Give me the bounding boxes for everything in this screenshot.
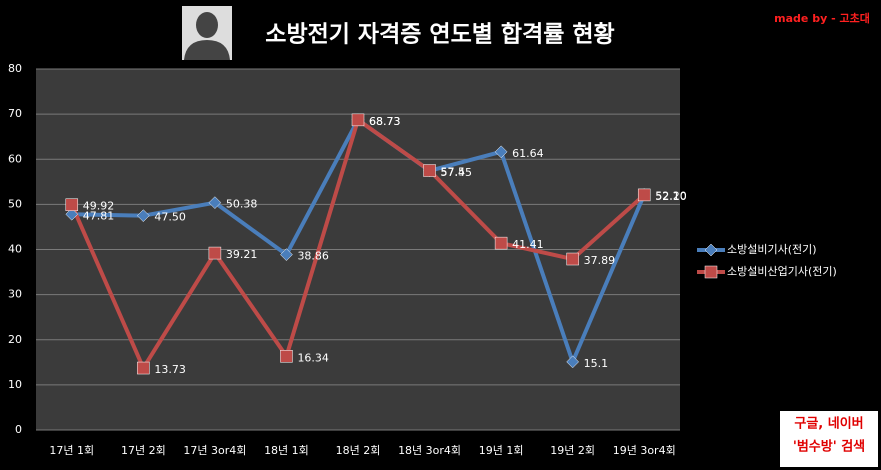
chart-title: 소방전기 자격증 연도별 합격률 현황 bbox=[265, 22, 614, 48]
data-point bbox=[494, 236, 508, 250]
x-tick-label: 19년 3or4회 bbox=[613, 444, 676, 457]
data-label: 52.10 bbox=[655, 190, 687, 203]
data-label: 68.73 bbox=[369, 115, 401, 128]
data-label: 52.20 bbox=[655, 189, 687, 202]
data-point bbox=[280, 248, 293, 261]
y-tick-label: 60 bbox=[8, 152, 22, 165]
x-tick-label: 17년 3or4회 bbox=[183, 444, 246, 457]
data-point bbox=[208, 246, 222, 260]
data-point bbox=[494, 145, 508, 159]
x-tick-label: 19년 1회 bbox=[479, 444, 524, 457]
data-label: 49.92 bbox=[83, 200, 115, 213]
y-tick-label: 40 bbox=[8, 243, 22, 256]
x-tick-label: 18년 2회 bbox=[336, 444, 381, 457]
y-tick-label: 50 bbox=[8, 197, 22, 210]
note-line: 구글, 네이버 bbox=[794, 416, 863, 432]
credit: made by - 고초대 bbox=[774, 11, 870, 25]
legend-label: 소방설비기사(전기) bbox=[727, 243, 817, 256]
data-point bbox=[423, 164, 436, 177]
x-tick-label: 18년 3or4회 bbox=[398, 444, 461, 457]
data-point bbox=[351, 113, 365, 127]
data-label: 50.38 bbox=[226, 198, 258, 211]
data-label: 68.73 bbox=[369, 115, 401, 128]
note-line: '범수방' 검색 bbox=[793, 439, 865, 455]
y-tick-label: 30 bbox=[8, 288, 22, 301]
data-point bbox=[637, 188, 651, 202]
data-point bbox=[566, 252, 579, 266]
data-label: 38.86 bbox=[297, 250, 329, 263]
data-label: 57.5 bbox=[441, 166, 466, 179]
note-box bbox=[780, 411, 878, 467]
data-point bbox=[566, 355, 580, 369]
data-label: 39.21 bbox=[226, 248, 258, 261]
data-label: 15.1 bbox=[584, 357, 609, 370]
data-point bbox=[65, 207, 79, 221]
y-tick-label: 0 bbox=[15, 423, 22, 436]
legend-marker bbox=[704, 243, 718, 257]
y-tick-label: 70 bbox=[8, 107, 22, 120]
x-tick-label: 17년 2회 bbox=[121, 444, 166, 457]
y-tick-label: 80 bbox=[8, 62, 22, 75]
y-tick-label: 20 bbox=[8, 333, 22, 346]
data-point bbox=[65, 198, 79, 211]
data-point bbox=[208, 196, 222, 210]
data-label: 16.34 bbox=[297, 351, 329, 364]
data-label: 37.89 bbox=[584, 254, 616, 267]
legend-label: 소방설비산업기사(전기) bbox=[727, 265, 837, 278]
data-label: 13.73 bbox=[154, 363, 186, 376]
legend-marker bbox=[704, 265, 718, 279]
avatar-icon bbox=[182, 6, 232, 60]
x-tick-label: 19년 2회 bbox=[550, 444, 595, 457]
data-label: 57.45 bbox=[441, 166, 473, 179]
y-tick-label: 10 bbox=[8, 378, 22, 391]
data-label: 61.64 bbox=[512, 147, 544, 160]
data-label: 41.41 bbox=[512, 238, 544, 251]
data-point bbox=[136, 209, 150, 223]
data-label: 47.50 bbox=[154, 211, 186, 224]
x-tick-label: 18년 1회 bbox=[264, 444, 309, 457]
data-point bbox=[280, 350, 293, 363]
data-point bbox=[137, 361, 150, 375]
data-label: 47.81 bbox=[83, 209, 115, 222]
x-tick-label: 17년 1회 bbox=[49, 444, 94, 457]
